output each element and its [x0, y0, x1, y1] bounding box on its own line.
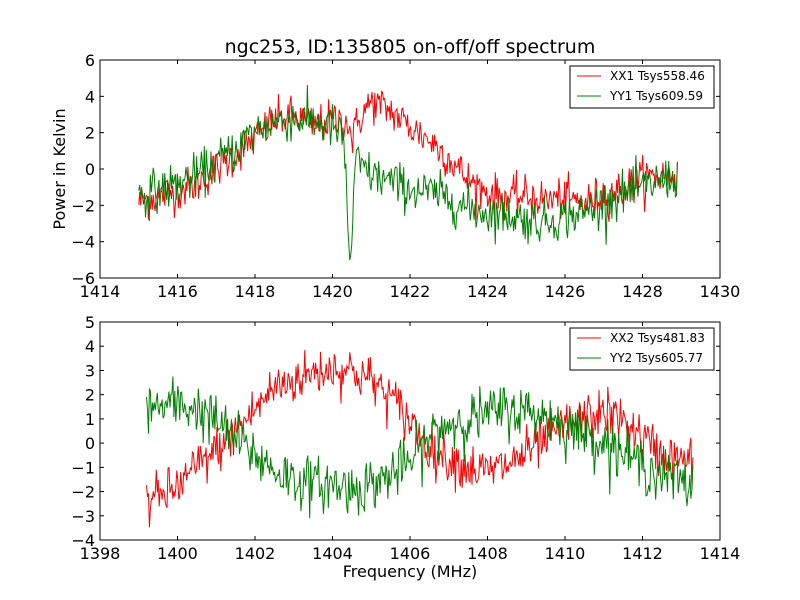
top-legend-label-yy1: YY1 Tsys609.59 [609, 89, 703, 103]
bottom-plot: 1398 1400 1402 1404 1406 1408 1410 1412 1414−4−3… [71, 313, 740, 581]
bottom-plot-legend: XX2 Tsys481.83 YY2 Tsys605.77 [569, 327, 715, 371]
top-ytick-label: 0 [85, 160, 95, 179]
bottom-xtick-label: 1414 [700, 544, 741, 563]
top-series-yy1-line [138, 84, 678, 261]
bottom-ytick-label: 2 [85, 386, 95, 405]
top-ytick-label: −4 [71, 233, 95, 252]
top-series-xx1-line [138, 90, 678, 222]
bottom-xtick-label: 1410 [545, 544, 586, 563]
top-ytick-label: −2 [71, 196, 95, 215]
top-xtick-label: 1430 [700, 282, 741, 301]
bottom-xtick-label: 1406 [390, 544, 431, 563]
top-legend-label-xx1: XX1 Tsys558.46 [610, 69, 705, 83]
top-ytick-label: 2 [85, 124, 95, 143]
top-plot: 1414 1416 1418 1420 1422 1424 1426 1428 1430 −6 −4… [50, 51, 740, 301]
top-xtick-label: 1426 [545, 282, 586, 301]
bottom-xtick-label: 1412 [622, 544, 663, 563]
chart-title: ngc253, ID:135805 on-off/off spectrum [225, 36, 596, 58]
top-xtick-label: 1424 [467, 282, 508, 301]
bottom-xtick-label: 1400 [157, 544, 198, 563]
top-plot-ylabel: Power in Kelvin [50, 108, 69, 229]
bottom-ytick-label: −3 [71, 507, 95, 526]
bottom-ytick-label: −2 [71, 483, 95, 502]
top-plot-ticks: 1414 1416 1418 1420 1422 1424 1426 1428 1430 −6 −4… [71, 51, 740, 301]
bottom-plot-series-group [146, 350, 694, 528]
bottom-plot-ticks: 1398 1400 1402 1404 1406 1408 1410 1412 1414−4−3… [71, 313, 740, 563]
top-xtick-label: 1428 [622, 282, 663, 301]
top-xtick-label: 1422 [390, 282, 431, 301]
bottom-xtick-label: 1404 [312, 544, 353, 563]
top-ytick-label: −6 [71, 269, 95, 288]
bottom-xtick-label: 1402 [235, 544, 276, 563]
top-legend-frame [569, 65, 715, 109]
bottom-legend-label-xx2: XX2 Tsys481.83 [610, 331, 705, 345]
bottom-series-yy2-line [146, 376, 694, 519]
bottom-legend-label-yy2: YY2 Tsys605.77 [609, 351, 703, 365]
bottom-ytick-label: 1 [85, 410, 95, 429]
bottom-ytick-label: 5 [85, 313, 95, 332]
bottom-ytick-label: 0 [85, 434, 95, 453]
bottom-ytick-label: 4 [85, 337, 95, 356]
top-ytick-label: 4 [85, 87, 95, 106]
top-xtick-label: 1420 [312, 282, 353, 301]
top-plot-series-group [138, 84, 678, 261]
bottom-xtick-label: 1408 [467, 544, 508, 563]
top-plot-legend: XX1 Tsys558.46 YY1 Tsys609.59 [569, 65, 715, 109]
bottom-ytick-label: −1 [71, 458, 95, 477]
top-xtick-label: 1418 [235, 282, 276, 301]
bottom-legend-frame [569, 327, 715, 371]
bottom-plot-xlabel: Frequency (MHz) [343, 562, 477, 581]
bottom-ytick-label: 3 [85, 361, 95, 380]
top-ytick-label: 6 [85, 51, 95, 70]
top-xtick-label: 1416 [157, 282, 198, 301]
bottom-xtick-label: 1398 [80, 544, 121, 563]
top-xtick-label: 1414 [80, 282, 121, 301]
bottom-ytick-label: −4 [71, 531, 95, 550]
